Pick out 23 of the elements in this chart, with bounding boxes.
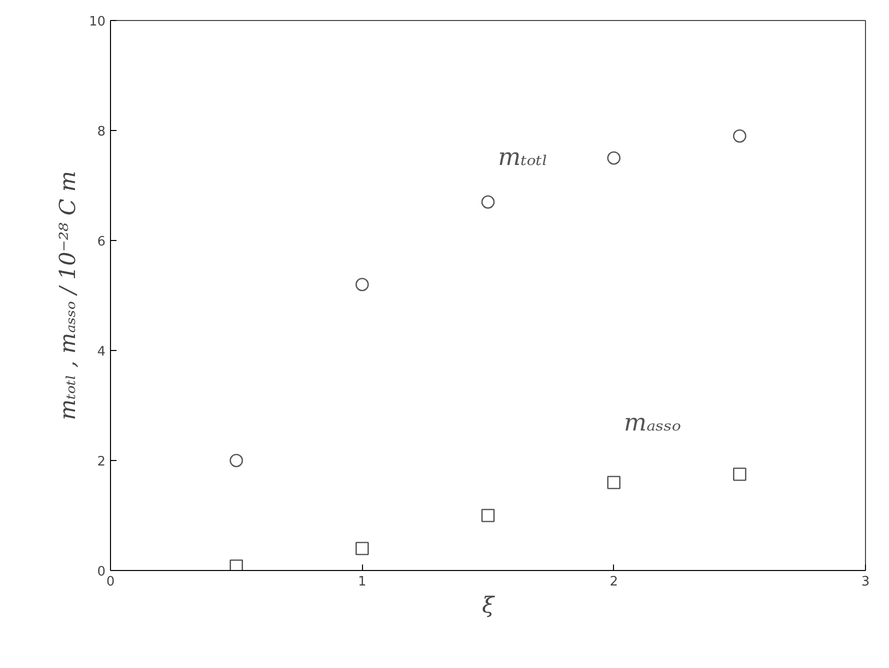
- point: [230, 454, 243, 468]
- series-label: mₜₒₜₗ: [498, 143, 548, 171]
- point: [481, 195, 495, 209]
- y-axis-title: mₜₒₜₗ , mₐₛₛₒ / 10⁻²⁸ C m: [56, 170, 81, 420]
- point: [607, 151, 620, 165]
- y-tick-label: 2: [97, 454, 106, 470]
- x-tick-label: 1: [358, 574, 366, 590]
- x-tick-label: 2: [610, 574, 618, 590]
- x-tick-label: 3: [861, 574, 870, 590]
- point: [607, 476, 620, 490]
- x-axis-title: ξ: [482, 594, 496, 618]
- y-tick-label: 0: [97, 564, 106, 580]
- point: [481, 508, 495, 522]
- point: [733, 129, 746, 143]
- y-tick-label: 10: [88, 14, 106, 30]
- y-tick-label: 8: [97, 124, 106, 140]
- y-tick-label: 6: [97, 234, 106, 250]
- series-label: mₐₛₛₒ: [624, 408, 682, 436]
- point: [356, 542, 369, 556]
- point: [230, 559, 243, 570]
- point: [733, 468, 746, 481]
- point: [356, 278, 369, 292]
- y-tick-label: 4: [97, 344, 106, 360]
